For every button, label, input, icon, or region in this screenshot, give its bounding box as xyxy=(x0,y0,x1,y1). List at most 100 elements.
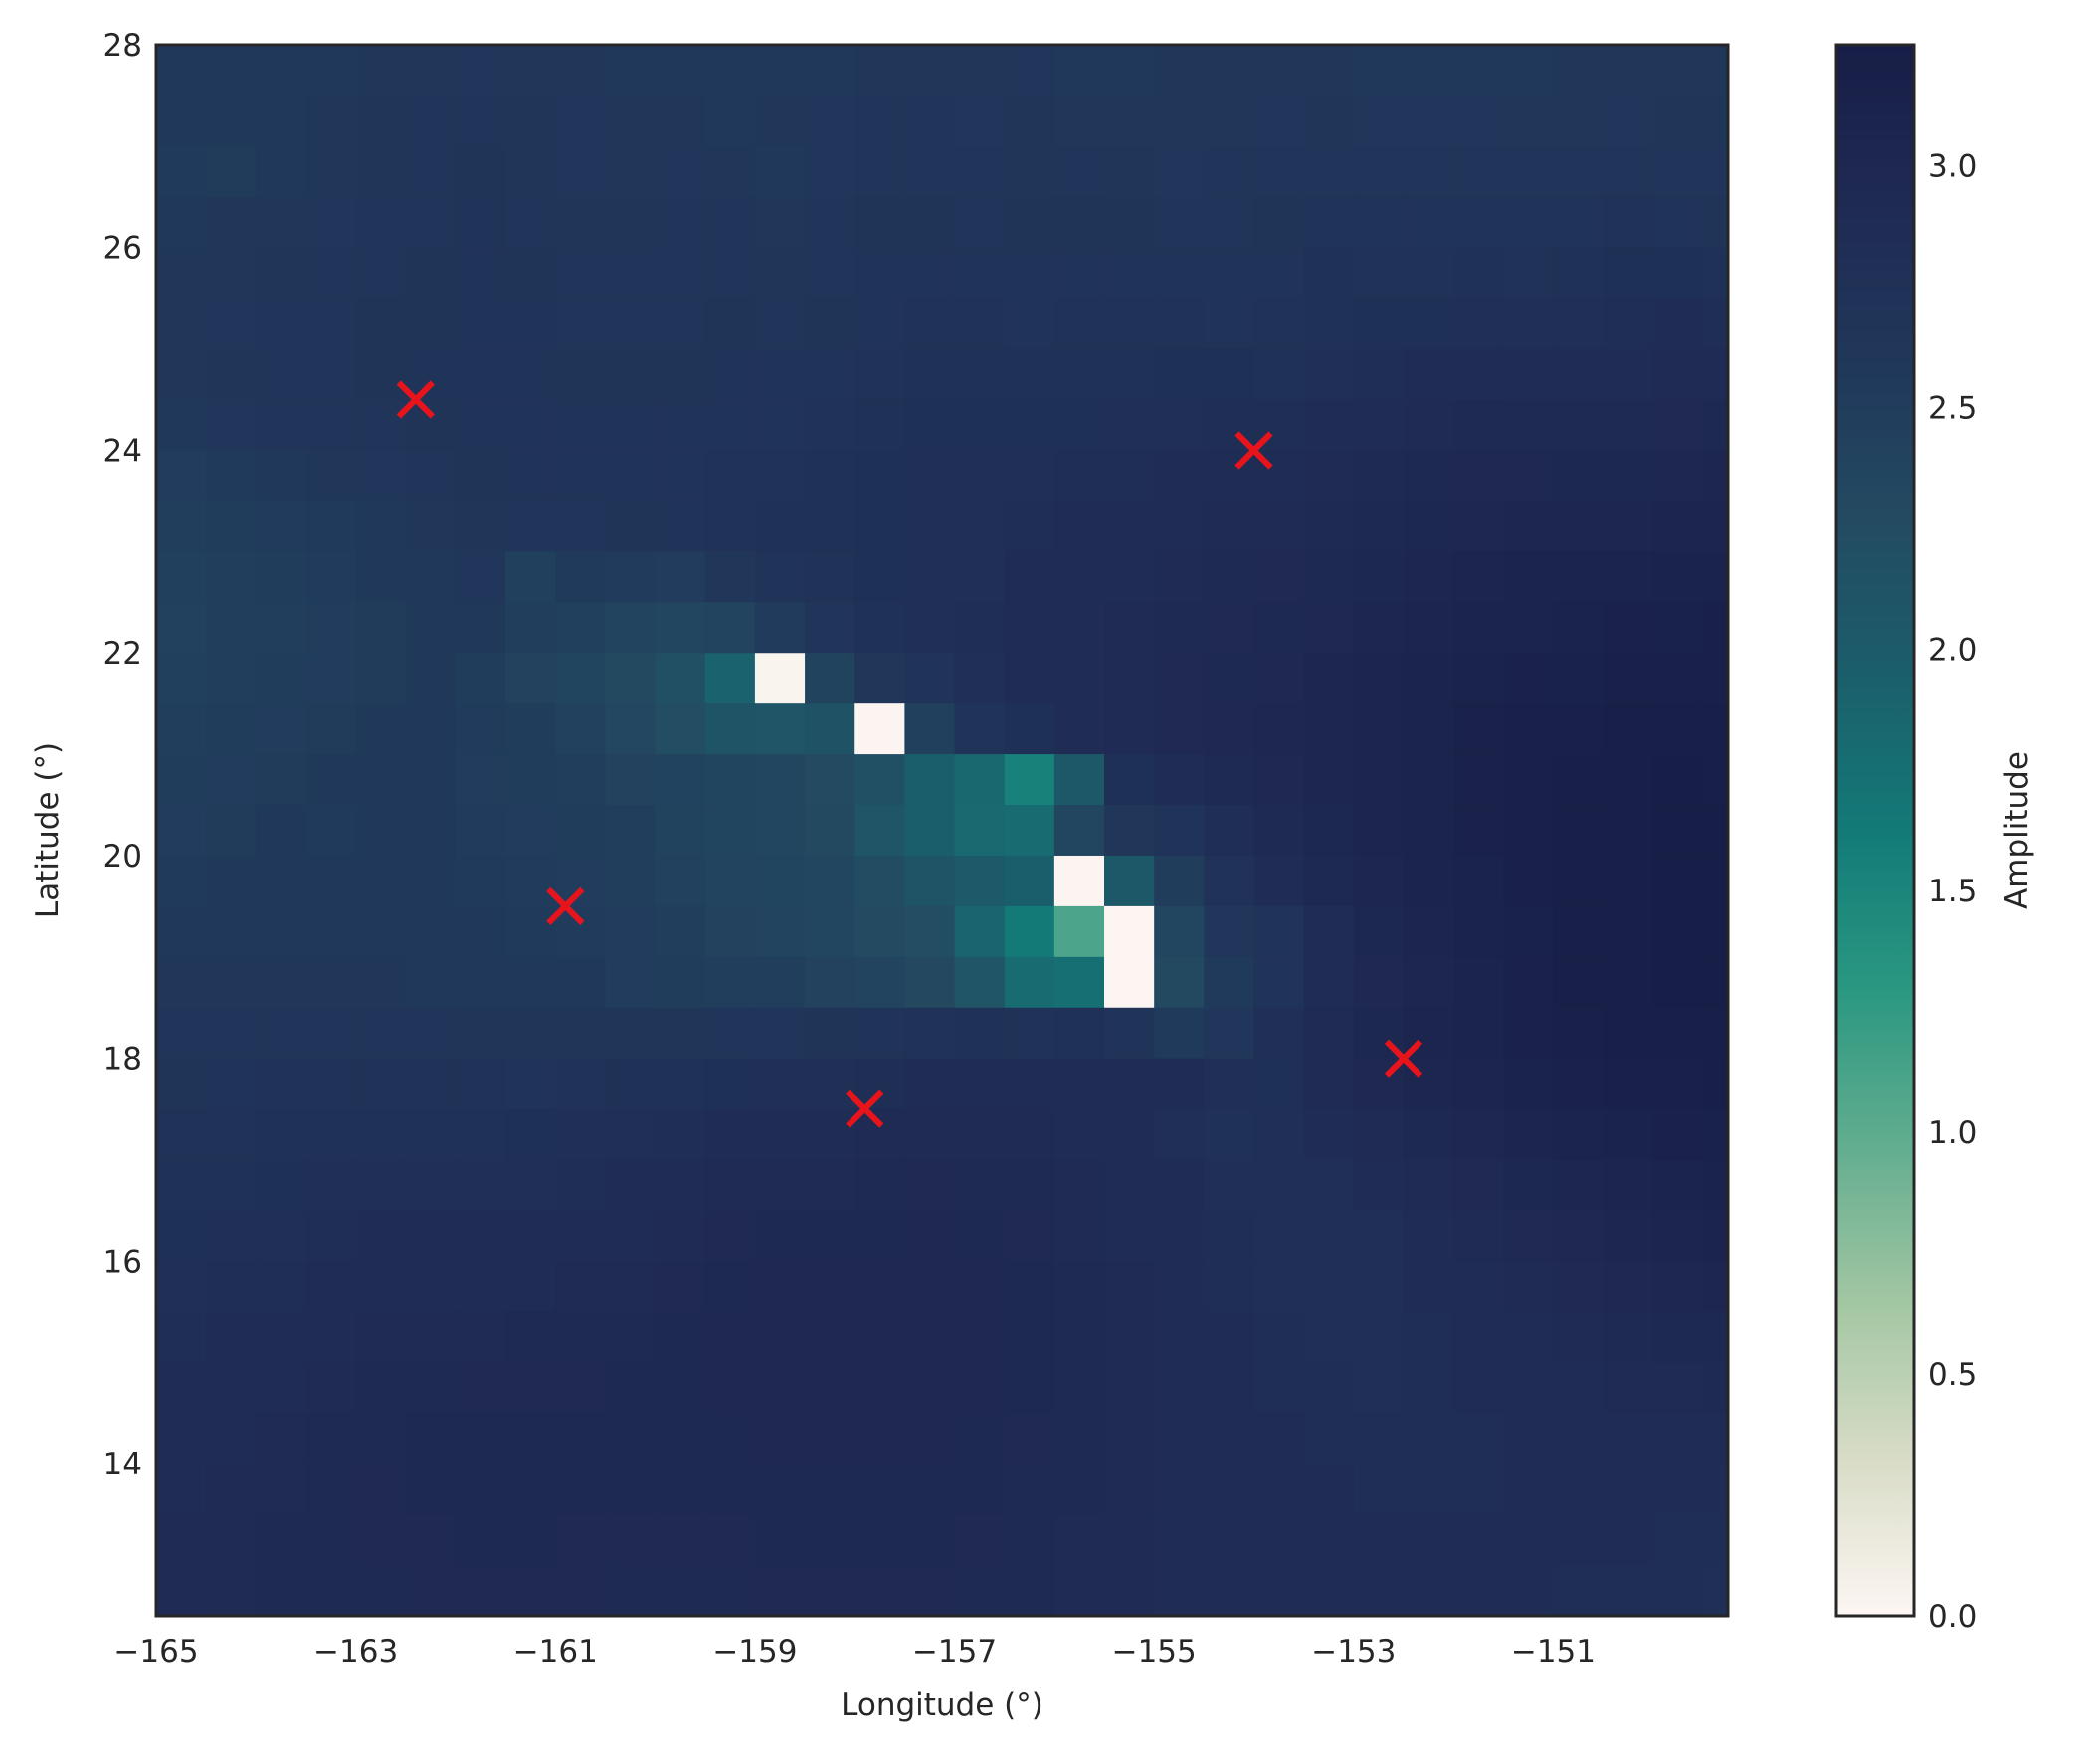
heatmap-cell xyxy=(1204,602,1255,654)
heatmap-cell xyxy=(355,905,407,958)
heatmap-cell xyxy=(854,754,905,806)
heatmap-cell xyxy=(655,602,706,654)
heatmap-cell xyxy=(1053,95,1105,147)
heatmap-cell xyxy=(1652,399,1704,452)
heatmap-cell xyxy=(1652,196,1704,249)
heatmap-cell xyxy=(704,602,756,654)
heatmap-cell xyxy=(904,348,956,401)
heatmap-cell xyxy=(1453,653,1504,704)
heatmap-cell xyxy=(704,1413,756,1465)
heatmap-cell xyxy=(1053,1413,1105,1465)
heatmap-cell xyxy=(904,45,956,97)
heatmap-cell xyxy=(1503,1311,1555,1363)
heatmap-cell xyxy=(1104,348,1155,401)
heatmap-cell xyxy=(1353,1108,1405,1161)
heatmap-cell xyxy=(405,450,457,502)
heatmap-cell xyxy=(1403,1514,1454,1566)
heatmap-cell xyxy=(754,754,806,806)
heatmap-cell xyxy=(1053,450,1105,502)
heatmap-cell xyxy=(156,399,207,452)
y-tick-label: 28 xyxy=(103,28,142,64)
heatmap-cell xyxy=(1154,956,1205,1009)
heatmap-cell xyxy=(455,1362,506,1414)
heatmap-cell xyxy=(1503,95,1555,147)
heatmap-cell xyxy=(1353,956,1405,1009)
heatmap-cell xyxy=(1503,551,1555,603)
heatmap-cell xyxy=(455,1413,506,1465)
heatmap-cell xyxy=(455,1311,506,1363)
heatmap-cell xyxy=(405,196,457,249)
heatmap-cell xyxy=(1553,348,1605,401)
heatmap-cell xyxy=(904,1565,956,1617)
heatmap-cell xyxy=(854,95,905,147)
heatmap-cell xyxy=(1104,1311,1155,1363)
heatmap-cell xyxy=(1253,297,1305,350)
heatmap-cell xyxy=(1154,399,1205,452)
heatmap-cell xyxy=(704,551,756,603)
heatmap-cell xyxy=(1104,1007,1155,1060)
heatmap-cell xyxy=(754,45,806,97)
heatmap-cell xyxy=(1702,1311,1729,1363)
heatmap-cell xyxy=(904,1311,956,1363)
heatmap-cell xyxy=(1204,45,1255,97)
heatmap-cell xyxy=(655,1108,706,1161)
heatmap-cell xyxy=(1353,1159,1405,1212)
heatmap-cell xyxy=(455,45,506,97)
heatmap-cell xyxy=(704,1210,756,1263)
heatmap-cell xyxy=(1253,1108,1305,1161)
heatmap-cell xyxy=(904,1007,956,1060)
heatmap-cell xyxy=(156,1464,207,1515)
heatmap-cell xyxy=(355,45,407,97)
heatmap-cell xyxy=(405,1362,457,1414)
heatmap-cell xyxy=(954,1362,1006,1414)
heatmap-cell xyxy=(405,1007,457,1060)
heatmap-cell xyxy=(1154,500,1205,552)
heatmap-cell xyxy=(206,45,257,97)
heatmap-cell xyxy=(1104,602,1155,654)
heatmap-cell xyxy=(1603,500,1654,552)
heatmap-cell xyxy=(1353,703,1405,755)
heatmap-cell xyxy=(1553,1261,1605,1312)
heatmap-cell xyxy=(805,905,855,958)
heatmap-cell xyxy=(704,450,756,502)
heatmap-cell xyxy=(1004,1362,1055,1414)
heatmap-cell xyxy=(954,1565,1006,1617)
heatmap-cell xyxy=(1104,500,1155,552)
heatmap-cell xyxy=(1403,1311,1454,1363)
heatmap-cell xyxy=(954,297,1006,350)
heatmap-cell xyxy=(954,602,1006,654)
heatmap-cell xyxy=(1403,399,1454,452)
heatmap-cell xyxy=(805,247,855,299)
heatmap-cell xyxy=(1154,45,1205,97)
heatmap-cell xyxy=(655,95,706,147)
heatmap-cell xyxy=(405,1210,457,1263)
heatmap-cell xyxy=(704,247,756,299)
heatmap-cell xyxy=(256,1058,307,1110)
heatmap-cell xyxy=(405,855,457,907)
heatmap-cell xyxy=(1603,1007,1654,1060)
heatmap-cell xyxy=(1353,196,1405,249)
heatmap-cell xyxy=(455,500,506,552)
heatmap-cell xyxy=(1204,95,1255,147)
heatmap-cell xyxy=(555,1311,607,1363)
heatmap-cell xyxy=(1053,1007,1105,1060)
heatmap-cell xyxy=(854,855,905,907)
heatmap-cell xyxy=(1303,1261,1355,1312)
heatmap-cell xyxy=(1603,956,1654,1009)
heatmap-cell xyxy=(355,1311,407,1363)
heatmap-cell xyxy=(904,551,956,603)
heatmap-cell xyxy=(156,1058,207,1110)
heatmap-cell xyxy=(1403,1464,1454,1515)
heatmap-cell xyxy=(1403,196,1454,249)
heatmap-cell xyxy=(1204,551,1255,603)
heatmap-cell xyxy=(1204,754,1255,806)
heatmap-cell xyxy=(305,1108,357,1161)
heatmap-cell xyxy=(156,551,207,603)
heatmap-cell xyxy=(605,1058,657,1110)
heatmap-cell xyxy=(704,1514,756,1566)
heatmap-cell xyxy=(1603,551,1654,603)
heatmap-cell xyxy=(605,703,657,755)
heatmap-cell xyxy=(355,196,407,249)
heatmap-cell xyxy=(1453,1362,1504,1414)
heatmap-cell xyxy=(505,1108,556,1161)
